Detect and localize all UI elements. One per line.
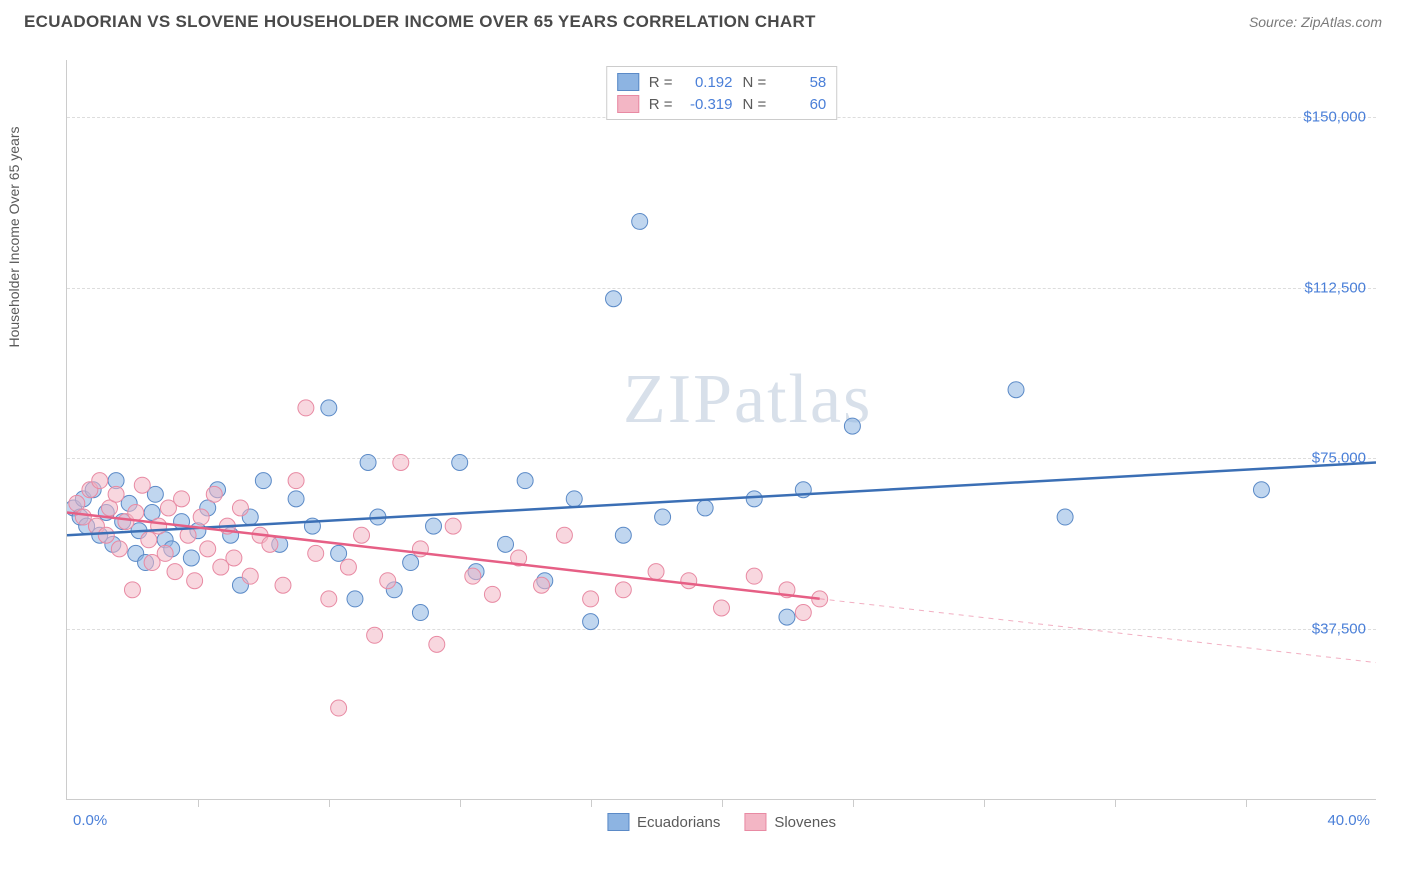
x-tick [460,799,461,807]
x-tick [329,799,330,807]
x-max-label: 40.0% [1327,812,1370,829]
legend-row-ecuadorians: R = 0.192 N = 58 [617,71,827,93]
chart-title: ECUADORIAN VS SLOVENE HOUSEHOLDER INCOME… [24,12,816,32]
legend-row-slovenes: R = -0.319 N = 60 [617,93,827,115]
legend-swatch-pink [617,95,639,113]
legend-item-ecuadorians: Ecuadorians [607,813,720,831]
x-tick [722,799,723,807]
x-tick [1115,799,1116,807]
legend-swatch-pink-bottom [744,813,766,831]
x-tick [591,799,592,807]
chart-container: Householder Income Over 65 years ZIPatla… [24,50,1384,850]
series-legend: Ecuadorians Slovenes [607,813,836,831]
x-tick [984,799,985,807]
x-tick [198,799,199,807]
x-tick [1246,799,1247,807]
legend-item-slovenes: Slovenes [744,813,836,831]
chart-header: ECUADORIAN VS SLOVENE HOUSEHOLDER INCOME… [0,0,1406,42]
x-tick [853,799,854,807]
legend-swatch-blue [617,73,639,91]
scatter-plot-svg [67,60,1376,799]
legend-swatch-blue-bottom [607,813,629,831]
plot-area: ZIPatlas R = 0.192 N = 58 R = -0.319 N =… [66,60,1376,800]
chart-source: Source: ZipAtlas.com [1249,14,1382,30]
x-min-label: 0.0% [73,812,107,829]
correlation-legend: R = 0.192 N = 58 R = -0.319 N = 60 [606,66,838,120]
y-axis-label: Householder Income Over 65 years [6,127,22,348]
